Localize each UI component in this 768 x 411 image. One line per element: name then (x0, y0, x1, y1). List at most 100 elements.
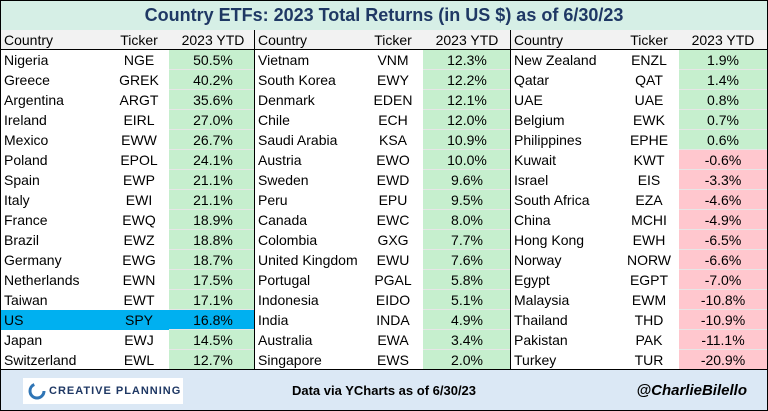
column-header: Ticker (109, 30, 169, 50)
return: 0.7% (679, 110, 767, 130)
ticker: EWT (109, 290, 169, 310)
return: -11.1% (679, 330, 767, 350)
country: Austria (255, 150, 363, 170)
return: -0.6% (679, 150, 767, 170)
country: Israel (511, 170, 619, 190)
country: France (1, 210, 109, 230)
column-header: Country (255, 30, 363, 50)
country: South Korea (255, 70, 363, 90)
source: Data via YCharts as of 6/30/23 (291, 383, 477, 398)
country: Brazil (1, 230, 109, 250)
country: Hong Kong (511, 230, 619, 250)
column-header: Ticker (363, 30, 423, 50)
ticker: EWN (109, 270, 169, 290)
ticker: EWG (109, 250, 169, 270)
ticker: ECH (363, 110, 423, 130)
ticker: EGPT (619, 270, 679, 290)
country: US (1, 310, 109, 330)
return: 7.6% (423, 250, 511, 270)
country: China (511, 210, 619, 230)
ticker: EWH (619, 230, 679, 250)
ticker: EWK (619, 110, 679, 130)
return: 12.3% (423, 50, 511, 70)
return: 12.2% (423, 70, 511, 90)
ticker: THD (619, 310, 679, 330)
return: 26.7% (169, 130, 257, 150)
ticker: EWJ (109, 330, 169, 350)
return: 18.9% (169, 210, 257, 230)
ticker: NORW (619, 250, 679, 270)
return: 9.5% (423, 190, 511, 210)
return: 14.5% (169, 330, 257, 350)
country: Portugal (255, 270, 363, 290)
return: 50.5% (169, 50, 257, 70)
country: Philippines (511, 130, 619, 150)
footer: CREATIVE PLANNING Data via YCharts as of… (1, 369, 767, 410)
return: 12.7% (169, 350, 257, 370)
country: Australia (255, 330, 363, 350)
country: Malaysia (511, 290, 619, 310)
ticker: EWC (363, 210, 423, 230)
return: -4.9% (679, 210, 767, 230)
country: Chile (255, 110, 363, 130)
country: New Zealand (511, 50, 619, 70)
ticker: EPU (363, 190, 423, 210)
ticker: MCHI (619, 210, 679, 230)
column-header: 2023 YTD (679, 30, 767, 50)
country: Switzerland (1, 350, 109, 370)
country: Vietnam (255, 50, 363, 70)
country: Peru (255, 190, 363, 210)
ticker: EWD (363, 170, 423, 190)
country: Spain (1, 170, 109, 190)
return: 24.1% (169, 150, 257, 170)
country: Norway (511, 250, 619, 270)
ticker: EWQ (109, 210, 169, 230)
ticker: VNM (363, 50, 423, 70)
ticker: EWA (363, 330, 423, 350)
column-header: Ticker (619, 30, 679, 50)
country: Poland (1, 150, 109, 170)
ticker: GXG (363, 230, 423, 250)
ticker: EWI (109, 190, 169, 210)
return: 12.0% (423, 110, 511, 130)
logo: CREATIVE PLANNING (23, 378, 183, 404)
country: Japan (1, 330, 109, 350)
return: -10.8% (679, 290, 767, 310)
country: Italy (1, 190, 109, 210)
ticker: EWZ (109, 230, 169, 250)
logo-text: CREATIVE PLANNING (49, 385, 182, 397)
country: Colombia (255, 230, 363, 250)
return: 0.8% (679, 90, 767, 110)
separator (254, 30, 255, 369)
return: 5.8% (423, 270, 511, 290)
country: Canada (255, 210, 363, 230)
country: Pakistan (511, 330, 619, 350)
return: -4.6% (679, 190, 767, 210)
handle: @CharlieBilello (636, 382, 748, 399)
ticker: QAT (619, 70, 679, 90)
ticker: EWP (109, 170, 169, 190)
return: 3.4% (423, 330, 511, 350)
return: 4.9% (423, 310, 511, 330)
ticker: KWT (619, 150, 679, 170)
ticker: EIDO (363, 290, 423, 310)
return: 9.6% (423, 170, 511, 190)
country: Taiwan (1, 290, 109, 310)
ticker: EZA (619, 190, 679, 210)
country: Germany (1, 250, 109, 270)
country: Nigeria (1, 50, 109, 70)
ticker: TUR (619, 350, 679, 370)
ticker: EWY (363, 70, 423, 90)
return: 16.8% (169, 310, 257, 330)
ticker: SPY (109, 310, 169, 330)
return: 17.5% (169, 270, 257, 290)
ticker: EWL (109, 350, 169, 370)
return: 18.7% (169, 250, 257, 270)
return: 8.0% (423, 210, 511, 230)
country: Kuwait (511, 150, 619, 170)
return: 10.0% (423, 150, 511, 170)
country: Thailand (511, 310, 619, 330)
country: Ireland (1, 110, 109, 130)
return: -3.3% (679, 170, 767, 190)
